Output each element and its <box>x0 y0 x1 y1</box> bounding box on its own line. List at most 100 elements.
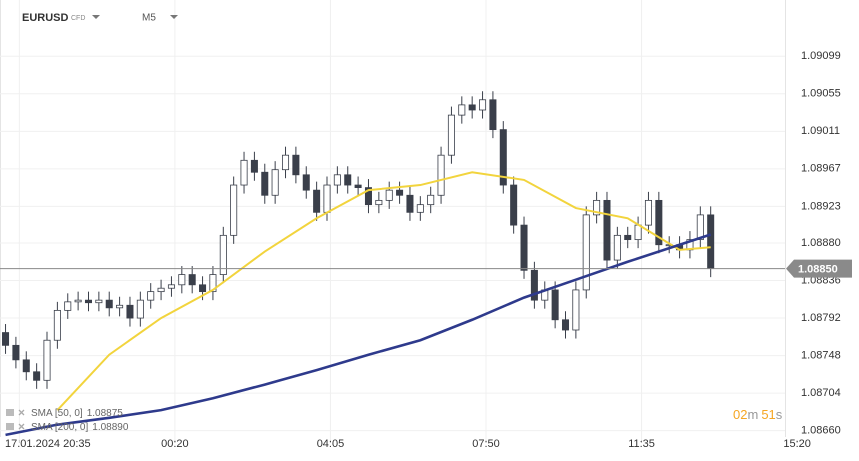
sma-line <box>56 171 711 411</box>
candle-body <box>209 274 217 293</box>
candle-body <box>572 289 580 331</box>
x-tick-label: 17.01.2024 20:35 <box>5 438 91 450</box>
candle-body <box>333 174 341 186</box>
candle-body <box>230 184 238 236</box>
legend-value: 1.08890 <box>92 422 129 433</box>
countdown-seconds-unit: s <box>776 407 783 422</box>
candle-body <box>33 371 41 381</box>
candle-body <box>219 234 227 275</box>
candle-body <box>385 189 393 201</box>
x-tick-label: 04:05 <box>317 438 345 450</box>
y-tick-label: 1.09055 <box>801 88 841 100</box>
symbol-dropdown[interactable] <box>92 15 100 19</box>
candle-body <box>354 184 362 188</box>
candle-body <box>240 159 248 186</box>
legend-remove <box>18 409 25 416</box>
candle-body <box>271 169 279 196</box>
x-tick-label: 15:20 <box>783 438 811 450</box>
candle-body <box>323 184 331 213</box>
candle-body <box>655 199 663 246</box>
candle-body <box>707 214 715 270</box>
candle-body <box>468 104 476 111</box>
candle-body <box>95 299 103 304</box>
candle-body <box>551 289 559 321</box>
candle-body <box>344 174 352 186</box>
candle-body <box>261 171 269 196</box>
x-tick-label: 07:50 <box>472 438 500 450</box>
sma-line <box>5 233 712 437</box>
candle-body <box>157 287 165 293</box>
countdown-seconds: 51 <box>761 407 775 422</box>
candle-body <box>396 189 404 196</box>
legend: SMA [50, 0] 1.08875 SMA [200, 0] 1.08890 <box>6 408 129 433</box>
candle-body <box>437 154 445 196</box>
candle-body <box>499 129 507 186</box>
candle-body <box>302 174 310 191</box>
y-tick-label: 1.08748 <box>801 349 841 361</box>
candle-body <box>364 187 372 206</box>
candle-body <box>613 234 621 261</box>
candle-body <box>458 104 466 116</box>
y-tick-label: 1.08923 <box>801 200 841 212</box>
last-price-box <box>786 259 852 278</box>
candle-body <box>199 284 207 293</box>
legend-entry[interactable]: SMA [50, 0] 1.08875 <box>31 408 123 419</box>
candle-body <box>447 114 455 156</box>
candle-body <box>136 299 144 319</box>
legend-entry[interactable]: SMA [200, 0] 1.08890 <box>31 422 129 433</box>
y-tick-label: 1.08880 <box>801 237 841 249</box>
countdown-minutes-unit: m <box>747 407 758 422</box>
legend-icon <box>6 423 14 430</box>
candle-body <box>624 234 632 241</box>
candle-body <box>2 332 10 346</box>
candle-body <box>282 154 290 171</box>
plot <box>0 91 785 437</box>
candle-body <box>406 194 414 213</box>
candle-body <box>489 99 497 131</box>
candle-body <box>603 199 611 261</box>
legend-icon <box>6 409 14 416</box>
candle-body <box>520 224 528 271</box>
candle-body <box>375 199 383 206</box>
candle-body <box>126 304 134 319</box>
candle-body <box>74 299 82 303</box>
timeframe-dropdown[interactable] <box>170 15 178 19</box>
candle-body <box>427 194 435 206</box>
x-tick-label: 00:20 <box>161 438 189 450</box>
candle-body <box>479 99 487 111</box>
candle-body <box>53 309 61 341</box>
candle-body <box>582 214 590 291</box>
symbol[interactable]: EURUSD <box>22 12 69 24</box>
candle-body <box>644 199 652 226</box>
candle-body <box>105 299 113 309</box>
y-tick-label: 1.08792 <box>801 312 841 324</box>
grid <box>0 0 785 440</box>
candle-body <box>43 339 51 381</box>
legend-name: SMA [50, 0] <box>31 408 83 419</box>
candle-body <box>178 274 186 286</box>
timeframe[interactable]: M5 <box>142 13 156 24</box>
candle-body <box>188 274 196 286</box>
candle-body <box>250 159 258 173</box>
candle-body <box>116 304 124 309</box>
countdown: 02m 51s <box>733 407 783 422</box>
legend-remove <box>18 423 25 430</box>
y-tick-label: 1.08704 <box>801 387 841 399</box>
candle-body <box>147 291 155 301</box>
candle-body <box>416 204 424 213</box>
candle-body <box>167 284 175 289</box>
candle-body <box>12 344 20 361</box>
last-price-label: 1.08850 <box>798 264 838 276</box>
legend-value: 1.08875 <box>87 408 124 419</box>
countdown-minutes: 02 <box>733 407 747 422</box>
candle-body <box>696 214 704 241</box>
candle-body <box>561 319 570 331</box>
y-tick-label: 1.08967 <box>801 163 841 175</box>
candle-body <box>510 184 518 226</box>
x-tick-label: 11:35 <box>628 438 655 450</box>
candle-body <box>84 299 93 304</box>
candle-body <box>313 189 321 213</box>
y-tick-label: 1.09099 <box>801 50 841 62</box>
